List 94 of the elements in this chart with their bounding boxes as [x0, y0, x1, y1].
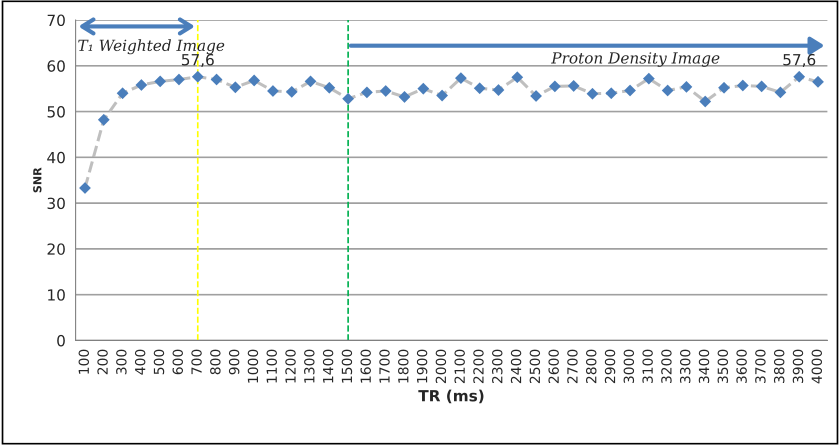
y-tick-label: 50	[48, 106, 65, 118]
point	[436, 90, 448, 102]
x-tick-label: 1400	[322, 350, 334, 383]
annotation: Proton Density Image	[551, 52, 720, 67]
x-tick-label: 200	[97, 350, 108, 374]
x-tick-label: 1100	[266, 350, 277, 383]
x-tick-label: 900	[228, 350, 240, 374]
point	[699, 96, 712, 108]
point	[474, 82, 486, 94]
point	[192, 70, 204, 83]
point	[286, 86, 298, 98]
x-tick-label: 1300	[304, 350, 315, 383]
point	[304, 75, 316, 88]
point	[718, 82, 730, 94]
point	[680, 80, 692, 93]
x-tick-label: 700	[191, 350, 202, 374]
x-tick-label: 3700	[755, 350, 766, 384]
x-tick-label: 1000	[248, 350, 258, 383]
point	[568, 80, 580, 92]
point	[417, 82, 430, 95]
point	[624, 84, 636, 96]
point	[248, 74, 260, 86]
point	[642, 72, 655, 85]
y-tick-label: 0	[57, 334, 65, 346]
x-tick-label: 2100	[454, 350, 465, 384]
x-tick-label: 1500	[342, 350, 352, 383]
point	[116, 87, 128, 100]
x-tick-label: 2300	[492, 350, 503, 384]
x-tick-label: 3300	[680, 350, 690, 384]
point	[361, 86, 373, 98]
x-tick-label: 2000	[436, 350, 446, 384]
x-tick-label: 3100	[642, 350, 653, 384]
y-tick-label: 10	[48, 289, 65, 301]
point	[267, 85, 279, 97]
x-tick-label: 3000	[624, 350, 634, 384]
x-tick-label: 2800	[586, 350, 596, 384]
point	[380, 85, 392, 97]
annotation: T₁ Weighted Image	[78, 39, 224, 54]
y-tick-label: 30	[48, 198, 65, 210]
point	[323, 82, 336, 94]
x-tick-label: 1700	[379, 350, 390, 383]
point	[605, 87, 618, 100]
point	[586, 88, 598, 100]
point	[530, 90, 542, 102]
point	[774, 86, 786, 98]
point	[173, 74, 185, 86]
x-tick-label: 2900	[604, 350, 616, 384]
x-tick-label: 2700	[567, 350, 578, 384]
point	[229, 81, 242, 94]
x-tick-label: 500	[154, 350, 164, 374]
x-tick-label: 3600	[736, 350, 747, 384]
y-tick-label: 60	[48, 60, 65, 72]
x-tick-label: 100	[78, 350, 90, 374]
x-tick-label: 800	[210, 350, 221, 374]
point	[736, 80, 749, 92]
point	[511, 71, 524, 84]
x-tick-label: 3200	[661, 350, 672, 384]
x-tick-label: 2200	[473, 350, 484, 384]
x-tick-label: 300	[116, 350, 127, 374]
point	[492, 84, 504, 96]
point	[154, 75, 166, 88]
point	[210, 74, 222, 86]
point	[455, 72, 467, 84]
x-tick-label: 1200	[285, 350, 296, 383]
point	[662, 84, 674, 96]
point	[135, 79, 148, 91]
x-tick-label: 2500	[530, 350, 540, 384]
x-tick-label: 600	[172, 350, 183, 374]
point	[98, 114, 110, 126]
x-tick-label: 2400	[510, 350, 522, 384]
x-tick-label: 3400	[698, 350, 710, 384]
point	[342, 92, 354, 105]
point	[398, 91, 410, 103]
x-tick-label: 1800	[398, 350, 409, 383]
x-tick-label: 3800	[774, 350, 784, 384]
point	[79, 182, 91, 194]
x-tick-label: 3900	[792, 350, 804, 384]
data-label: 57,6	[182, 54, 214, 68]
x-tick-label: 4000	[812, 350, 822, 384]
y-tick-label: 40	[47, 152, 65, 164]
x-tick-label: 3500	[718, 350, 728, 384]
point	[793, 70, 806, 83]
x-tick-label: 400	[134, 350, 146, 375]
x-tick-label: 1900	[416, 350, 428, 383]
point	[756, 80, 768, 92]
y-axis-title: SNR	[33, 168, 42, 192]
point	[812, 76, 824, 88]
x-tick-label: 1600	[360, 350, 371, 383]
x-tick-label: 2600	[548, 350, 559, 384]
x-axis-title: TR (ms)	[418, 390, 484, 404]
y-tick-label: 20	[48, 243, 65, 255]
y-tick-label: 70	[48, 14, 65, 26]
data-label: 57,6	[783, 54, 816, 68]
point	[548, 80, 561, 92]
